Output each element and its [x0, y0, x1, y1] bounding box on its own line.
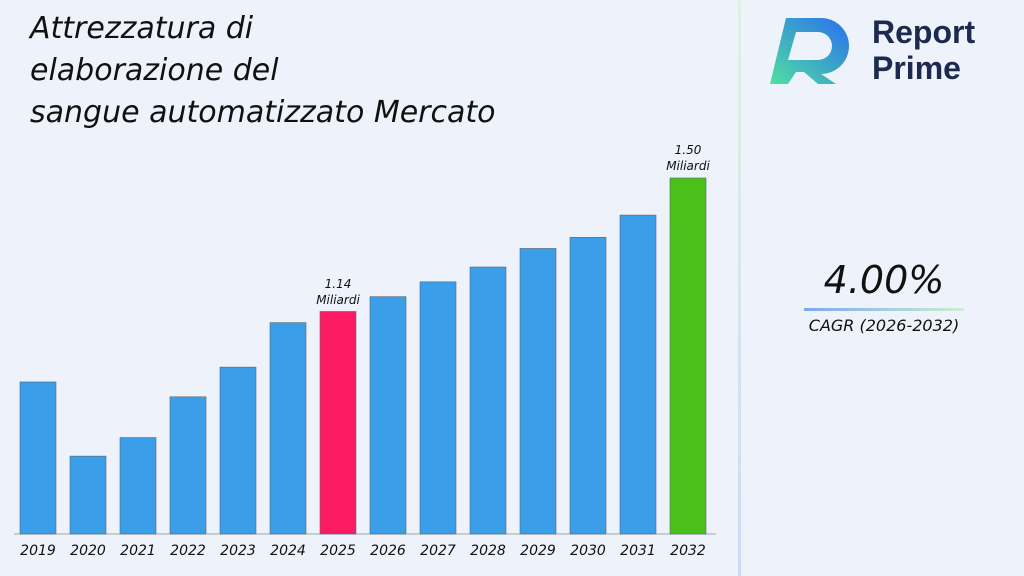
brand-line: Prime [872, 50, 961, 86]
bar [419, 281, 457, 535]
bar [369, 296, 407, 535]
bar [469, 266, 507, 535]
x-tick-label: 2032 [670, 543, 706, 559]
logo [770, 18, 849, 84]
bar [169, 396, 207, 535]
x-tick-label: 2021 [120, 543, 156, 559]
bar [319, 311, 357, 535]
x-tick-label: 2020 [70, 543, 106, 559]
x-tick-label: 2025 [320, 543, 356, 559]
bar [19, 381, 57, 535]
x-tick-label: 2023 [220, 543, 256, 559]
brand: Report Prime [872, 14, 975, 86]
x-tick-label: 2028 [470, 543, 506, 559]
x-tick-label: 2026 [370, 543, 406, 559]
divider [738, 0, 741, 576]
cagr-rule [804, 308, 964, 311]
bar [119, 437, 157, 535]
brand-line: Report [872, 14, 976, 50]
x-tick-label: 2019 [20, 543, 56, 559]
cagr-value: 4.00% [823, 258, 945, 302]
x-tick-label: 2029 [520, 543, 556, 559]
bar [519, 248, 557, 535]
x-tick-label: 2027 [420, 543, 456, 559]
chart: 2019 2020 2021 2022 2023 2024 2025 2026 2027 2028… [14, 177, 716, 559]
x-tick-label: 2030 [570, 543, 606, 559]
chart-title: Attrezzatura di elaborazione del sangue … [30, 11, 496, 130]
bar [569, 237, 607, 535]
x-tick-label: 2031 [620, 543, 656, 559]
cagr-label: CAGR (2026-2032) [808, 316, 960, 335]
value-label: 1.50 Miliardi [666, 143, 710, 173]
x-tick-label: 2024 [270, 543, 306, 559]
x-tick-label: 2022 [170, 543, 206, 559]
bar [219, 366, 257, 535]
bar [269, 322, 307, 535]
value-label: 1.14 Miliardi [316, 276, 360, 307]
bar [619, 214, 657, 535]
bar [669, 177, 707, 535]
bar [69, 455, 107, 535]
